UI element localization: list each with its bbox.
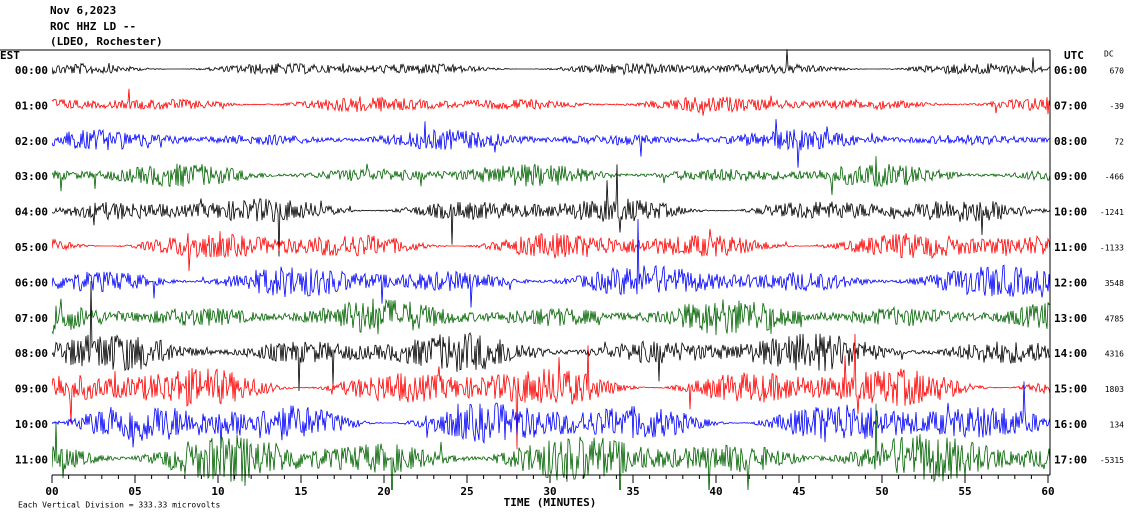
- x-tick-label: 20: [377, 485, 390, 498]
- est-label: 01:00: [15, 99, 48, 112]
- utc-label: 14:00: [1054, 347, 1087, 360]
- x-tick-label: 40: [709, 485, 722, 498]
- x-tick-label: 50: [875, 485, 888, 498]
- x-tick-label: 35: [626, 485, 639, 498]
- est-label: 03:00: [15, 170, 48, 183]
- dc-value: -1133: [1100, 244, 1124, 253]
- utc-label: 12:00: [1054, 276, 1087, 289]
- est-label: 08:00: [15, 347, 48, 360]
- utc-label: 08:00: [1054, 135, 1087, 148]
- x-tick-label: 55: [958, 485, 971, 498]
- x-tick-label: 00: [45, 485, 58, 498]
- footer: Each Vertical Division = 333.33 microvol…: [18, 501, 220, 510]
- dc-value: -466: [1105, 173, 1124, 182]
- trace: [52, 228, 1050, 271]
- utc-label: 07:00: [1054, 99, 1087, 112]
- utc-label: 15:00: [1054, 383, 1087, 396]
- trace: [52, 219, 1050, 308]
- dc-value: 134: [1110, 421, 1125, 430]
- est-label: 07:00: [15, 312, 48, 325]
- dc-value: -39: [1110, 102, 1125, 111]
- traces: [52, 49, 1050, 490]
- est-label: 10:00: [15, 418, 48, 431]
- utc-label: 16:00: [1054, 418, 1087, 431]
- trace: [52, 164, 1050, 257]
- dc-value: 1803: [1105, 385, 1124, 394]
- dc-value: 4316: [1105, 350, 1124, 359]
- x-tick-label: 60: [1041, 485, 1054, 498]
- trace: [52, 381, 1050, 449]
- est-label: 00:00: [15, 64, 48, 77]
- dc-value: 3548: [1105, 279, 1124, 288]
- trace: [52, 119, 1050, 168]
- est-label: 05:00: [15, 241, 48, 254]
- dc-value: 4785: [1105, 314, 1124, 323]
- left-axis-label: EST: [0, 49, 20, 62]
- est-label: 11:00: [15, 453, 48, 466]
- dc-value: 670: [1110, 67, 1125, 76]
- x-tick-label: 15: [294, 485, 307, 498]
- x-tick-label: 45: [792, 485, 805, 498]
- est-label: 06:00: [15, 276, 48, 289]
- x-tick-label: 30: [543, 485, 556, 498]
- x-tick-label: 10: [211, 485, 224, 498]
- dc-value: -5315: [1100, 456, 1124, 465]
- utc-label: 11:00: [1054, 241, 1087, 254]
- trace: [52, 333, 1050, 450]
- est-label: 04:00: [15, 206, 48, 219]
- utc-label: 10:00: [1054, 206, 1087, 219]
- network: (LDEO, Rochester): [50, 35, 163, 48]
- est-label: 02:00: [15, 135, 48, 148]
- trace: [52, 88, 1050, 116]
- trace: [52, 403, 1050, 490]
- x-axis-label: TIME (MINUTES): [504, 496, 597, 509]
- trace: [52, 49, 1050, 76]
- utc-label: 06:00: [1054, 64, 1087, 77]
- utc-label: 13:00: [1054, 312, 1087, 325]
- trace: [52, 281, 1050, 392]
- dc-value: -1241: [1100, 208, 1124, 217]
- trace: [52, 156, 1050, 196]
- date: Nov 6,2023: [50, 4, 116, 17]
- utc-label: 09:00: [1054, 170, 1087, 183]
- dc-label: DC: [1104, 50, 1114, 59]
- right-axis-label: UTC: [1064, 49, 1084, 62]
- x-tick-label: 05: [128, 485, 141, 498]
- est-label: 09:00: [15, 383, 48, 396]
- station: ROC HHZ LD --: [50, 20, 136, 33]
- dc-value: 72: [1114, 137, 1124, 146]
- utc-label: 17:00: [1054, 453, 1087, 466]
- trace: [52, 298, 1050, 336]
- x-tick-label: 25: [460, 485, 473, 498]
